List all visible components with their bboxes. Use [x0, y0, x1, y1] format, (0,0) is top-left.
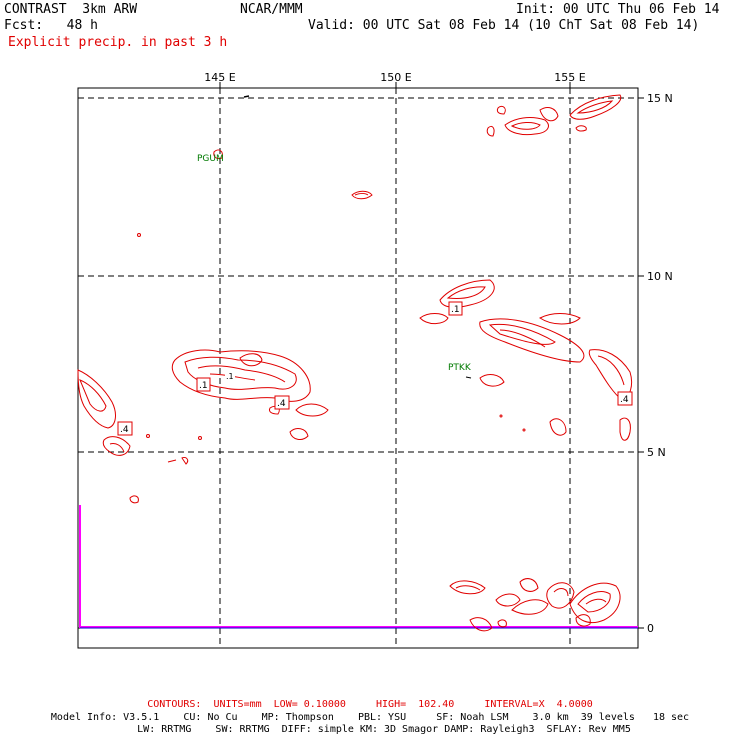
- lat-label-10n: 10 N: [647, 270, 673, 283]
- station-pgum: PGUM: [197, 154, 224, 164]
- island-outline: [465, 376, 472, 379]
- island-outline: [243, 95, 250, 98]
- lat-label-0: 0: [647, 622, 654, 635]
- axis-ticks: [219, 82, 644, 629]
- field-title: Explicit precip. in past 3 h: [8, 35, 228, 50]
- lon-label-155e: 155 E: [554, 71, 585, 84]
- contour-labels: .1 .1 .4 .4 .1 .4: [117, 301, 633, 436]
- contour-info: CONTOURS: UNITS=mm LOW= 0.10000 HIGH= 10…: [147, 699, 593, 710]
- precip-contours: [77, 94, 633, 632]
- forecast-hour: Fcst: 48 h: [4, 18, 98, 33]
- lat-label-15n: 15 N: [647, 92, 673, 105]
- contour-label: .4: [120, 425, 129, 435]
- domain-boundary: [79, 505, 638, 628]
- contour-label: .1: [226, 372, 234, 381]
- model-info-line2: LW: RRTMG SW: RRTMG DIFF: simple KM: 3D …: [137, 724, 631, 735]
- map-frame: [77, 87, 639, 649]
- contour-label: .1: [451, 305, 460, 315]
- lon-label-145e: 145 E: [204, 71, 235, 84]
- contour-label: .1: [199, 381, 208, 391]
- contour-label: .4: [277, 399, 286, 409]
- lon-label-150e: 150 E: [380, 71, 411, 84]
- lat-label-5n: 5 N: [647, 446, 666, 459]
- contour-label: .4: [620, 395, 629, 405]
- organization: NCAR/MMM: [240, 2, 303, 17]
- station-ptkk: PTKK: [448, 363, 472, 373]
- init-time: Init: 00 UTC Thu 06 Feb 14: [516, 2, 720, 17]
- model-title: CONTRAST 3km ARW: [4, 2, 138, 17]
- lat-lon-grid: [78, 88, 638, 648]
- model-info-line1: Model Info: V3.5.1 CU: No Cu MP: Thompso…: [50, 712, 690, 723]
- valid-time: Valid: 00 UTC Sat 08 Feb 14 (10 ChT Sat …: [308, 18, 700, 33]
